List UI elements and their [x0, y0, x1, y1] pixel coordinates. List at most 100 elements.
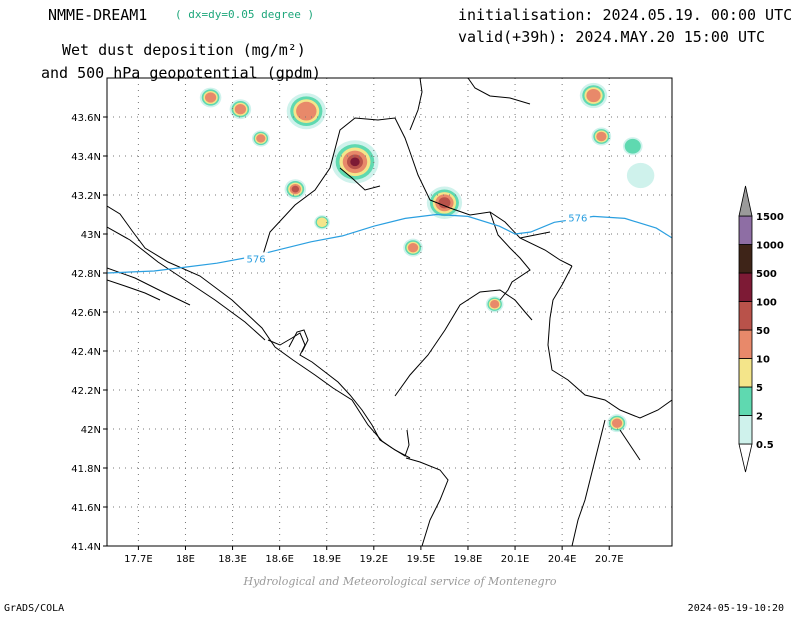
contour-layer: 576 576: [107, 211, 672, 274]
valid-time: valid(+39h): 2024.MAY.20 15:00 UTC: [458, 28, 766, 46]
lon-tick-label: 19.2E: [360, 554, 389, 565]
dust-level-10: [586, 88, 601, 103]
coast-border-line: [619, 429, 641, 461]
lat-tick-label: 42.8N: [71, 269, 101, 280]
legend-swatch: [738, 329, 753, 359]
lon-tick-label: 18.3E: [218, 554, 247, 565]
coast-border-line: [339, 167, 381, 191]
contour-label: 576: [568, 213, 587, 224]
dust-blob: [331, 140, 379, 184]
dust-blob: [579, 82, 608, 109]
dust-blob: [286, 93, 326, 130]
lat-tick-label: 42N: [81, 425, 101, 436]
coast-border-line: [107, 279, 161, 301]
coast-border-line: [107, 205, 411, 459]
dust-blob: [251, 130, 270, 147]
lon-tick-label: 18.6E: [265, 554, 294, 565]
contour-label-bg: [565, 211, 590, 224]
lon-tick-label: 20.7E: [595, 554, 624, 565]
lat-tick-label: 43.2N: [71, 191, 101, 202]
lat-tick-label: 43N: [81, 230, 101, 241]
legend-swatch: [738, 215, 753, 245]
lat-tick-label: 43.4N: [71, 152, 101, 163]
contour-label: 576: [247, 254, 266, 265]
legend-swatch: [738, 244, 753, 274]
coast-border-line: [409, 78, 423, 131]
tick-layer: 17.7E 18E 18.3E 18.6E 18.9E 19.2E 19.5E 19.8E 20…: [71, 113, 623, 565]
legend-swatch: [738, 301, 753, 331]
lon-tick-label: 17.7E: [124, 554, 153, 565]
grid-layer: [107, 78, 672, 547]
dust-blob: [426, 186, 463, 220]
dust-level-5: [316, 217, 328, 228]
legend-swatch: [738, 415, 753, 445]
created-date: 2024-05-19-10:20: [687, 603, 784, 614]
model-resolution: ( dx=dy=0.05 degree ): [175, 8, 315, 21]
software-label: GrADS/COLA: [4, 603, 65, 614]
dust-blob: [607, 414, 627, 433]
legend-label: 5: [756, 383, 763, 394]
dust-level-10: [256, 134, 266, 143]
dust-blob: [199, 87, 222, 108]
legend-swatch: [738, 386, 753, 416]
coast-layer: [107, 78, 672, 546]
legend-label: 50: [756, 326, 770, 337]
dust-level-2: [624, 138, 641, 154]
dust-level-50: [291, 185, 300, 193]
dust-level-10: [407, 242, 419, 253]
dust-level-10: [296, 101, 317, 121]
lon-tick-label: 20.1E: [501, 554, 530, 565]
legend-label: 100: [756, 298, 777, 309]
coast-border-line: [467, 78, 531, 105]
legend-colorbar: 0.5 2 5 10 50 100 500 1000 1500: [738, 185, 784, 473]
coast-border-line: [107, 226, 266, 341]
field-subtitle: and 500 hPa geopotential (gpdm): [41, 64, 321, 82]
coast-border-line: [288, 329, 309, 353]
legend-over-arrow: [738, 185, 753, 217]
lon-tick-label: 19.5E: [407, 554, 436, 565]
coast-border-line: [547, 265, 672, 419]
dust-blob: [626, 162, 655, 189]
legend-label: 1000: [756, 241, 784, 252]
legend-swatch: [738, 358, 753, 388]
coast-border-line: [394, 289, 533, 397]
legend-label: 10: [756, 355, 770, 366]
credit-text: Hydrological and Meteorological service …: [243, 575, 557, 588]
model-name: NMME-DREAM1: [48, 6, 148, 24]
dust-blob: [485, 296, 504, 313]
lon-tick-label: 20.4E: [548, 554, 577, 565]
dust-level-0-5: [626, 162, 655, 189]
dust-blob: [314, 215, 330, 230]
legend-under-arrow: [738, 443, 753, 473]
coast-border-line: [267, 332, 410, 457]
legend-label: 0.5: [756, 440, 774, 451]
lat-tick-label: 41.4N: [71, 542, 101, 553]
lon-tick-label: 19.8E: [454, 554, 483, 565]
dust-blob: [622, 137, 643, 156]
lat-tick-label: 42.6N: [71, 308, 101, 319]
dust-blob: [284, 179, 307, 200]
dust-blob: [591, 127, 612, 146]
coast-border-line: [405, 457, 449, 546]
dust-level-10: [490, 299, 500, 309]
dust-level-10: [611, 418, 623, 428]
dust-level-10: [204, 92, 217, 103]
dust-blob: [229, 99, 252, 120]
legend-label: 2: [756, 412, 763, 423]
lon-tick-label: 18.9E: [312, 554, 341, 565]
lat-tick-label: 41.8N: [71, 464, 101, 475]
coast-border-line: [489, 211, 531, 301]
coast-border-line: [107, 267, 191, 306]
dust-level-10: [596, 131, 607, 142]
dust-level-10: [234, 104, 247, 115]
lat-tick-label: 43.6N: [71, 113, 101, 124]
legend-swatch: [738, 272, 753, 302]
coast-border-line: [519, 231, 551, 239]
legend-label: 1500: [756, 212, 784, 223]
lat-tick-label: 42.2N: [71, 386, 101, 397]
init-time: initialisation: 2024.05.19. 00:00 UTC: [458, 6, 793, 24]
coast-border-line: [571, 419, 606, 546]
dust-blob: [403, 238, 423, 257]
lat-tick-label: 42.4N: [71, 347, 101, 358]
